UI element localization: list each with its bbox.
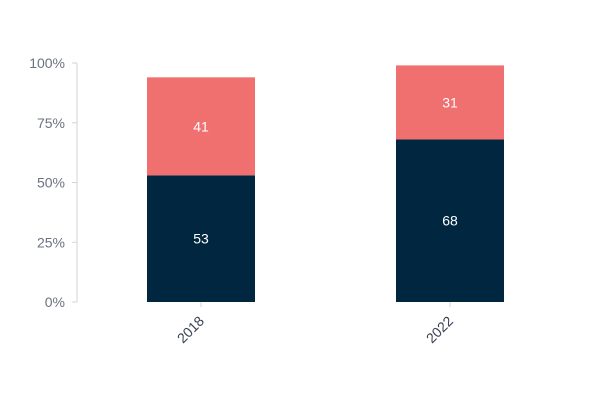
bar-value-label: 53 [193, 231, 209, 247]
bar-segment-2022-0 [396, 139, 504, 302]
bar-segment-2018-1 [147, 77, 255, 176]
bar-value-label: 41 [193, 118, 209, 134]
bar-value-label: 68 [442, 213, 458, 229]
x-tick-label: 2022 [423, 313, 456, 346]
bar-value-label: 31 [442, 94, 458, 110]
y-tick-label: 0% [45, 294, 65, 310]
x-axis-labels: 2018 2022 [174, 302, 456, 346]
y-tick-label: 25% [37, 234, 65, 250]
bar-segment-2022-1 [396, 65, 504, 140]
y-tick-label: 75% [37, 115, 65, 131]
y-tick-label: 100% [29, 55, 65, 71]
bar-segment-2018-0 [147, 175, 255, 302]
x-tick-label: 2018 [174, 313, 207, 346]
y-tick-label: 50% [37, 175, 65, 191]
y-axis: 0% 25% 50% 75% 100% [29, 55, 78, 310]
bars: 53 41 68 31 [147, 65, 504, 302]
